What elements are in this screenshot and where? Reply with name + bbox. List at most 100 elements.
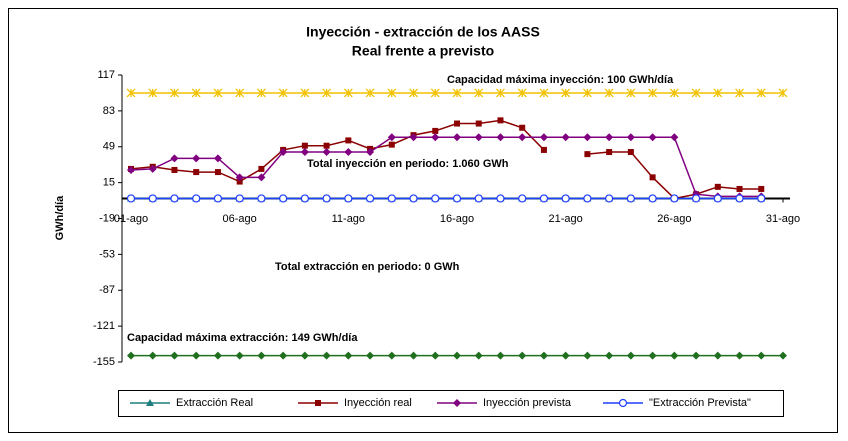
chart-title: Inyección - extracción de los AASS bbox=[306, 24, 540, 40]
reference-marker bbox=[365, 88, 375, 98]
legend-label: "Extracción Prevista" bbox=[649, 397, 751, 409]
series-marker bbox=[648, 133, 657, 142]
reference-marker bbox=[626, 351, 635, 360]
series-marker bbox=[648, 194, 657, 203]
series-marker bbox=[170, 194, 179, 203]
series-marker bbox=[127, 165, 135, 174]
series-marker bbox=[474, 194, 483, 203]
series-marker bbox=[757, 194, 766, 203]
series-marker bbox=[366, 148, 375, 157]
series-marker bbox=[454, 120, 460, 127]
series-marker bbox=[323, 142, 330, 149]
reference-marker bbox=[279, 351, 288, 360]
reference-marker bbox=[322, 88, 332, 98]
series-marker bbox=[322, 148, 331, 157]
series-marker bbox=[345, 137, 352, 144]
series-marker bbox=[539, 194, 549, 203]
x-tick-label: 21-ago bbox=[549, 213, 583, 225]
series-marker bbox=[561, 194, 570, 203]
series-marker bbox=[518, 194, 527, 203]
reference-marker bbox=[735, 351, 744, 360]
legend-marker bbox=[453, 399, 461, 407]
series-marker bbox=[452, 194, 462, 203]
series-marker bbox=[670, 133, 679, 142]
reference-marker bbox=[344, 351, 353, 360]
reference-marker bbox=[278, 88, 288, 98]
series-marker bbox=[453, 133, 461, 142]
chart-subtitle: Real frente a previsto bbox=[352, 43, 494, 59]
series-marker bbox=[344, 194, 353, 203]
series-marker bbox=[606, 149, 613, 156]
x-tick-label: 26-ago bbox=[657, 213, 691, 225]
reference-marker bbox=[756, 88, 766, 98]
reference-marker bbox=[778, 88, 788, 98]
series-marker bbox=[193, 169, 200, 176]
series-marker bbox=[670, 194, 679, 203]
series-marker bbox=[300, 194, 309, 203]
reference-marker bbox=[343, 88, 353, 98]
series-marker bbox=[192, 154, 201, 163]
series-marker bbox=[170, 154, 179, 163]
reference-marker bbox=[496, 351, 505, 360]
reference-marker bbox=[713, 351, 722, 360]
reference-marker bbox=[235, 88, 245, 98]
y-tick-label: -121 bbox=[93, 320, 115, 332]
reference-marker bbox=[517, 88, 527, 98]
reference-marker bbox=[474, 88, 484, 98]
reference-marker bbox=[148, 88, 158, 98]
series-marker bbox=[605, 194, 614, 203]
series-marker bbox=[649, 174, 656, 181]
series-marker bbox=[691, 194, 701, 203]
series-marker bbox=[388, 141, 395, 148]
reference-marker bbox=[409, 351, 418, 360]
reference-marker bbox=[539, 351, 548, 360]
reference-marker bbox=[453, 351, 461, 360]
reference-marker bbox=[691, 88, 701, 98]
series-marker bbox=[387, 194, 396, 203]
reference-marker bbox=[170, 351, 179, 360]
annotation: Total extracción en periodo: 0 GWh bbox=[275, 261, 460, 273]
series-marker bbox=[540, 146, 547, 153]
reference-marker bbox=[170, 88, 179, 98]
series-marker bbox=[626, 133, 635, 142]
series-marker bbox=[258, 165, 265, 172]
series-marker bbox=[344, 148, 353, 157]
annotation: Total inyección en periodo: 1.060 GWh bbox=[307, 158, 509, 170]
series-marker bbox=[518, 133, 527, 142]
series-marker bbox=[626, 194, 635, 203]
reference-marker bbox=[670, 351, 679, 360]
series-marker bbox=[605, 133, 614, 142]
series-marker bbox=[583, 133, 592, 142]
series-marker bbox=[475, 120, 482, 127]
series-marker bbox=[213, 154, 222, 163]
reference-marker bbox=[148, 351, 157, 360]
reference-marker bbox=[127, 351, 135, 360]
x-tick-label: 06-ago bbox=[223, 213, 257, 225]
series-marker bbox=[561, 133, 570, 142]
series-marker bbox=[236, 178, 243, 185]
series-marker bbox=[214, 169, 221, 176]
series-marker bbox=[279, 148, 288, 157]
series-marker bbox=[257, 194, 266, 203]
reference-marker bbox=[300, 351, 309, 360]
y-tick-label: -155 bbox=[93, 356, 115, 368]
reference-marker bbox=[561, 351, 570, 360]
series-marker bbox=[474, 133, 483, 142]
reference-marker bbox=[648, 351, 657, 360]
reference-marker bbox=[539, 88, 549, 98]
y-tick-label: -53 bbox=[99, 248, 115, 260]
reference-marker bbox=[496, 88, 505, 98]
series-marker bbox=[322, 194, 331, 203]
x-tick-label: 16-ago bbox=[440, 213, 474, 225]
reference-marker bbox=[257, 351, 266, 360]
legend-label: Inyección real bbox=[344, 397, 412, 409]
reference-marker bbox=[713, 88, 723, 98]
reference-marker bbox=[735, 88, 744, 98]
series-marker bbox=[539, 133, 548, 142]
series-marker bbox=[365, 194, 375, 203]
series-marker bbox=[279, 194, 288, 203]
series-marker bbox=[148, 164, 157, 173]
reference-marker bbox=[648, 88, 658, 98]
reference-marker bbox=[213, 88, 223, 98]
reference-marker bbox=[779, 351, 787, 360]
